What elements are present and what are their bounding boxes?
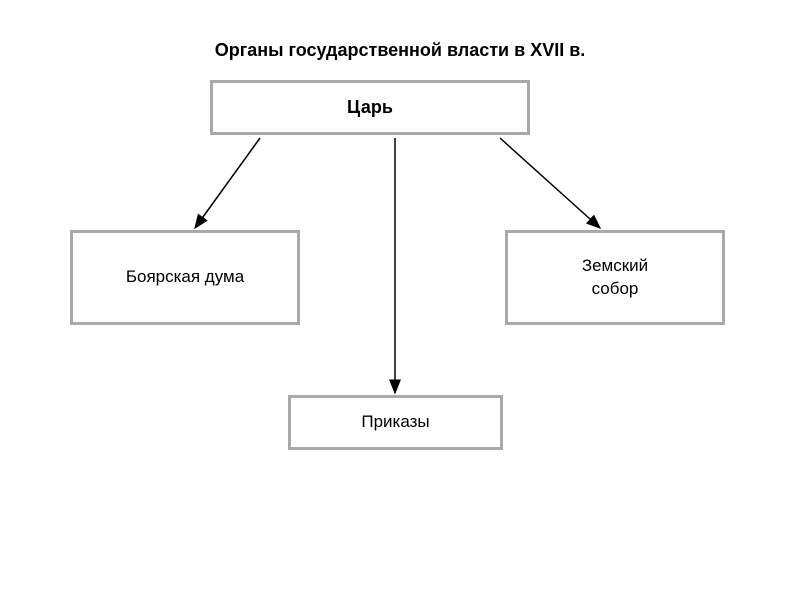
node-boyar-duma-label: Боярская дума: [122, 262, 248, 292]
node-prikazy-label: Приказы: [357, 407, 433, 437]
node-zemsky-sobor: Земскийсобор: [505, 230, 725, 325]
node-boyar-duma: Боярская дума: [70, 230, 300, 325]
node-prikazy: Приказы: [288, 395, 503, 450]
node-tsar-label: Царь: [343, 92, 397, 123]
node-zemsky-sobor-label: Земскийсобор: [578, 251, 652, 303]
diagram-title: Органы государственной власти в XVII в.: [0, 40, 800, 61]
diagram-container: Органы государственной власти в XVII в. …: [0, 0, 800, 600]
node-tsar: Царь: [210, 80, 530, 135]
